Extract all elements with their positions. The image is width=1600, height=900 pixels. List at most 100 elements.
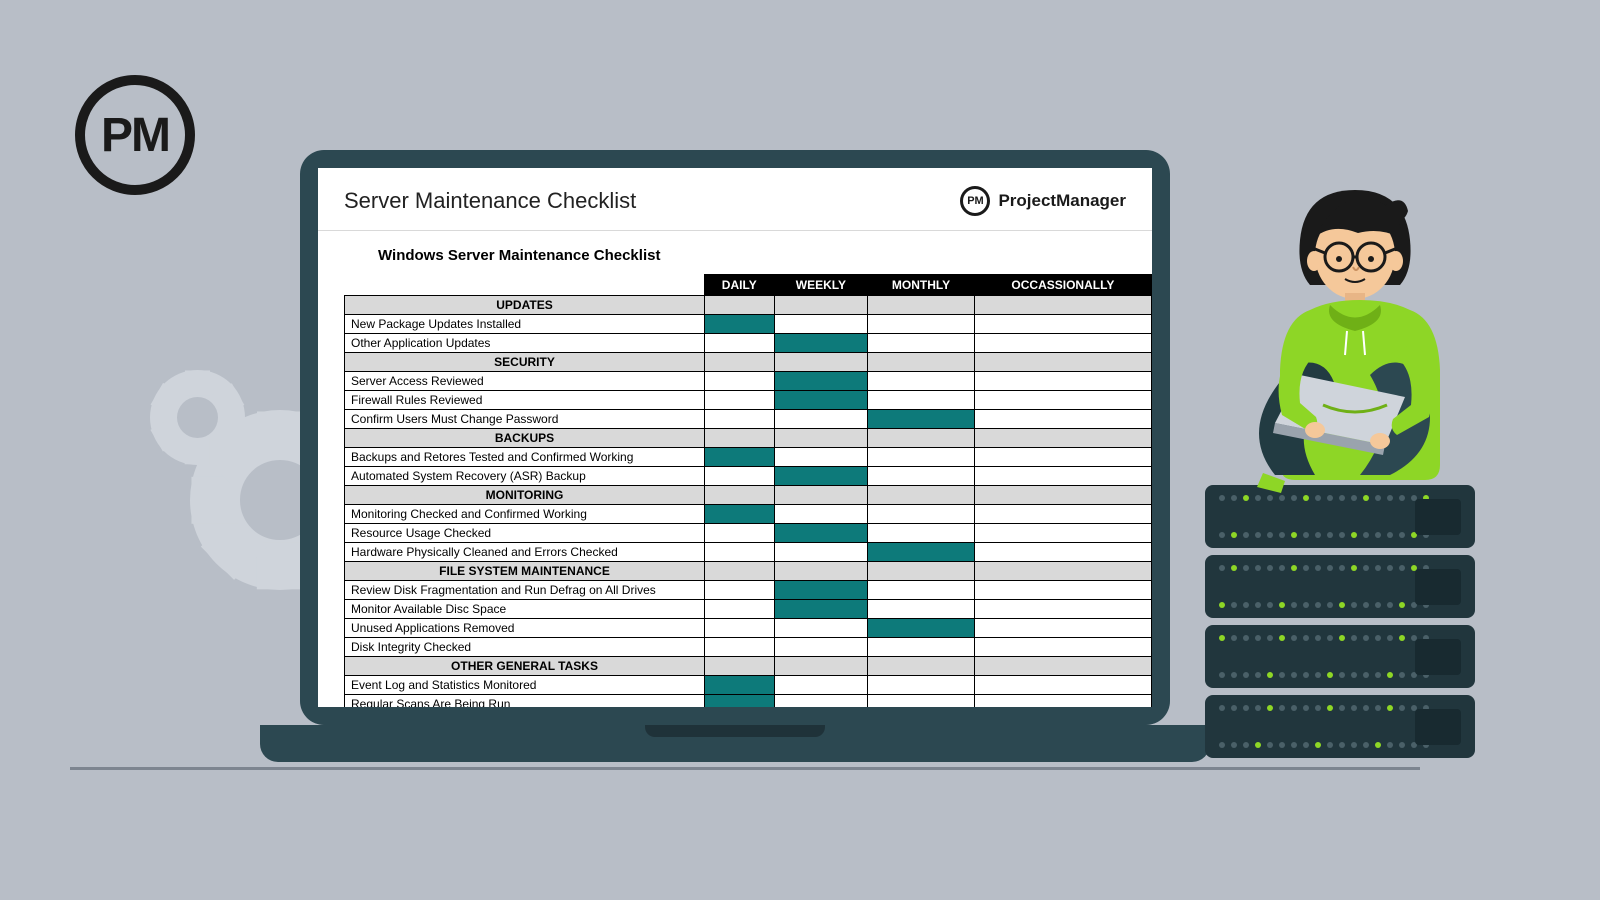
section-cell xyxy=(868,353,974,372)
section-cell xyxy=(774,296,868,315)
section-row: FILE SYSTEM MAINTENANCE xyxy=(345,562,1152,581)
table-row: Backups and Retores Tested and Confirmed… xyxy=(345,448,1152,467)
table-row: Confirm Users Must Change Password xyxy=(345,410,1152,429)
row-cell xyxy=(868,372,974,391)
rack-led xyxy=(1279,602,1285,608)
rack-led xyxy=(1291,705,1297,711)
brand-text: ProjectManager xyxy=(998,191,1126,211)
rack-led xyxy=(1399,602,1405,608)
rack-led xyxy=(1327,742,1333,748)
section-cell xyxy=(774,429,868,448)
rack-led xyxy=(1375,672,1381,678)
rack-led xyxy=(1303,672,1309,678)
row-cell xyxy=(868,524,974,543)
row-cell xyxy=(974,505,1151,524)
table-row: Automated System Recovery (ASR) Backup xyxy=(345,467,1152,486)
section-cell xyxy=(868,657,974,676)
server-rack xyxy=(1205,625,1475,688)
rack-led xyxy=(1267,705,1273,711)
rack-led xyxy=(1255,672,1261,678)
row-cell xyxy=(705,334,775,353)
row-cell xyxy=(974,619,1151,638)
table-header-blank xyxy=(345,275,705,296)
row-cell xyxy=(774,619,868,638)
row-cell xyxy=(868,600,974,619)
screen-subtitle: Windows Server Maintenance Checklist xyxy=(318,231,1152,274)
rack-led xyxy=(1291,742,1297,748)
section-label: OTHER GENERAL TASKS xyxy=(345,657,705,676)
rack-led xyxy=(1339,602,1345,608)
section-cell xyxy=(868,562,974,581)
rack-led xyxy=(1339,635,1345,641)
rack-led xyxy=(1387,705,1393,711)
rack-led xyxy=(1279,705,1285,711)
row-cell xyxy=(974,315,1151,334)
rack-led xyxy=(1363,602,1369,608)
rack-led xyxy=(1363,742,1369,748)
rack-led xyxy=(1315,635,1321,641)
row-label: Hardware Physically Cleaned and Errors C… xyxy=(345,543,705,562)
rack-led xyxy=(1267,602,1273,608)
row-label: Event Log and Statistics Monitored xyxy=(345,676,705,695)
rack-led xyxy=(1219,672,1225,678)
rack-led xyxy=(1399,742,1405,748)
rack-led xyxy=(1267,635,1273,641)
rack-led xyxy=(1243,705,1249,711)
rack-led xyxy=(1399,705,1405,711)
rack-led xyxy=(1291,602,1297,608)
section-cell xyxy=(774,562,868,581)
rack-led xyxy=(1399,635,1405,641)
server-rack xyxy=(1205,695,1475,758)
table-header-row: DAILY WEEKLY MONTHLY OCCASSIONALLY xyxy=(345,275,1152,296)
row-cell xyxy=(705,638,775,657)
rack-led xyxy=(1303,602,1309,608)
table-row: New Package Updates Installed xyxy=(345,315,1152,334)
section-cell xyxy=(868,296,974,315)
row-cell xyxy=(974,638,1151,657)
pm-logo-text: PM xyxy=(101,108,169,163)
row-cell xyxy=(868,638,974,657)
rack-led xyxy=(1231,602,1237,608)
row-cell xyxy=(774,581,868,600)
rack-led xyxy=(1243,742,1249,748)
rack-led xyxy=(1387,635,1393,641)
screen-header: Server Maintenance Checklist PM ProjectM… xyxy=(318,168,1152,231)
rack-led xyxy=(1399,672,1405,678)
rack-led xyxy=(1387,565,1393,571)
rack-led xyxy=(1363,565,1369,571)
row-cell xyxy=(705,391,775,410)
rack-led xyxy=(1315,672,1321,678)
row-cell xyxy=(868,619,974,638)
laptop-base xyxy=(260,725,1210,762)
row-label: New Package Updates Installed xyxy=(345,315,705,334)
section-cell xyxy=(774,486,868,505)
rack-led xyxy=(1279,742,1285,748)
rack-drive-slot xyxy=(1415,569,1461,605)
checklist-table-wrap: DAILY WEEKLY MONTHLY OCCASSIONALLY UPDAT… xyxy=(318,274,1152,707)
row-cell xyxy=(774,467,868,486)
table-row: Server Access Reviewed xyxy=(345,372,1152,391)
section-row: SECURITY xyxy=(345,353,1152,372)
row-label: Firewall Rules Reviewed xyxy=(345,391,705,410)
row-cell xyxy=(868,315,974,334)
rack-drive-slot xyxy=(1415,709,1461,745)
rack-led xyxy=(1327,565,1333,571)
rack-led xyxy=(1327,672,1333,678)
page-title: Server Maintenance Checklist xyxy=(344,188,636,214)
section-cell xyxy=(705,296,775,315)
section-row: BACKUPS xyxy=(345,429,1152,448)
row-cell xyxy=(774,410,868,429)
row-label: Resource Usage Checked xyxy=(345,524,705,543)
section-cell xyxy=(705,657,775,676)
row-cell xyxy=(705,543,775,562)
rack-led xyxy=(1219,705,1225,711)
col-weekly: WEEKLY xyxy=(774,275,868,296)
rack-led xyxy=(1363,672,1369,678)
row-cell xyxy=(705,467,775,486)
section-cell xyxy=(705,429,775,448)
laptop-shadow xyxy=(70,767,1420,770)
rack-led xyxy=(1339,705,1345,711)
rack-led xyxy=(1351,705,1357,711)
rack-led xyxy=(1219,565,1225,571)
rack-led xyxy=(1303,565,1309,571)
